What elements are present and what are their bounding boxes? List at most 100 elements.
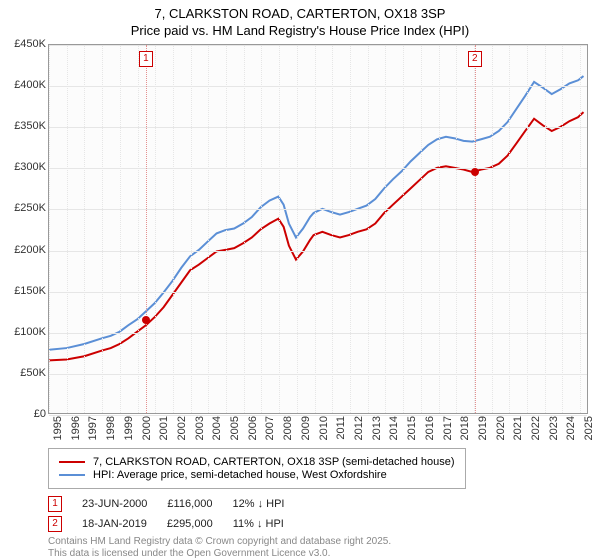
- sale-price: £116,000: [167, 498, 212, 510]
- gridline-v: [244, 45, 245, 413]
- sale-dot: [142, 316, 150, 324]
- gridline-v: [67, 45, 68, 413]
- x-tick-label: 2016: [424, 416, 436, 440]
- gridline-v: [580, 45, 581, 413]
- sale-vs-hpi: 11% ↓ HPI: [233, 518, 284, 530]
- x-tick-label: 2020: [495, 416, 507, 440]
- legend: 7, CLARKSTON ROAD, CARTERTON, OX18 3SP (…: [48, 448, 466, 489]
- x-tick-label: 1998: [105, 416, 117, 440]
- y-tick-label: £400K: [2, 79, 46, 91]
- x-tick-label: 2005: [229, 416, 241, 440]
- y-tick-label: £150K: [2, 285, 46, 297]
- gridline-v: [84, 45, 85, 413]
- sale-row: 1 23-JUN-2000 £116,000 12% ↓ HPI: [48, 496, 284, 512]
- x-tick-label: 2012: [353, 416, 365, 440]
- sale-marker-box: 1: [139, 51, 153, 67]
- x-tick-label: 2025: [583, 416, 595, 440]
- x-tick-label: 2018: [459, 416, 471, 440]
- series-hpi: [49, 76, 583, 350]
- gridline-h: [49, 292, 587, 293]
- y-tick-label: £50K: [2, 367, 46, 379]
- gridline-v: [545, 45, 546, 413]
- x-tick-label: 2002: [176, 416, 188, 440]
- footnote: Contains HM Land Registry data © Crown c…: [48, 536, 391, 547]
- gridline-v: [368, 45, 369, 413]
- chart-title-line2: Price paid vs. HM Land Registry's House …: [0, 23, 600, 38]
- gridline-v: [261, 45, 262, 413]
- x-tick-label: 2009: [300, 416, 312, 440]
- x-tick-label: 2001: [158, 416, 170, 440]
- legend-swatch: [59, 474, 85, 476]
- y-tick-label: £100K: [2, 326, 46, 338]
- x-tick-label: 2015: [406, 416, 418, 440]
- gridline-v: [173, 45, 174, 413]
- gridline-v: [208, 45, 209, 413]
- sale-marker-icon: 2: [48, 516, 62, 532]
- x-tick-label: 2017: [442, 416, 454, 440]
- gridline-v: [102, 45, 103, 413]
- gridline-h: [49, 45, 587, 46]
- gridline-v: [421, 45, 422, 413]
- gridline-h: [49, 168, 587, 169]
- gridline-v: [120, 45, 121, 413]
- legend-swatch: [59, 461, 85, 463]
- sale-date: 18-JAN-2019: [82, 518, 147, 530]
- x-tick-label: 2011: [335, 416, 347, 440]
- x-tick-label: 2007: [264, 416, 276, 440]
- y-tick-label: £0: [2, 408, 46, 420]
- x-tick-label: 1999: [123, 416, 135, 440]
- x-tick-label: 2013: [371, 416, 383, 440]
- x-tick-label: 2024: [565, 416, 577, 440]
- x-tick-label: 2004: [211, 416, 223, 440]
- gridline-v: [279, 45, 280, 413]
- chart-lines: [49, 45, 587, 414]
- footnote: This data is licensed under the Open Gov…: [48, 548, 330, 559]
- plot-area: 12: [48, 44, 588, 414]
- gridline-h: [49, 86, 587, 87]
- gridline-v: [49, 45, 50, 413]
- gridline-h: [49, 209, 587, 210]
- x-tick-label: 2014: [388, 416, 400, 440]
- x-tick-label: 2010: [318, 416, 330, 440]
- gridline-h: [49, 333, 587, 334]
- gridline-v: [403, 45, 404, 413]
- x-tick-label: 2021: [512, 416, 524, 440]
- legend-row: 7, CLARKSTON ROAD, CARTERTON, OX18 3SP (…: [59, 456, 455, 468]
- gridline-v: [439, 45, 440, 413]
- gridline-v: [527, 45, 528, 413]
- gridline-v: [492, 45, 493, 413]
- gridline-v: [509, 45, 510, 413]
- gridline-v: [297, 45, 298, 413]
- y-tick-label: £200K: [2, 244, 46, 256]
- legend-label: HPI: Average price, semi-detached house,…: [93, 469, 387, 481]
- x-tick-label: 2008: [282, 416, 294, 440]
- series-price_paid: [49, 112, 583, 360]
- sale-date: 23-JUN-2000: [82, 498, 147, 510]
- y-tick-label: £450K: [2, 38, 46, 50]
- gridline-v: [315, 45, 316, 413]
- gridline-v: [191, 45, 192, 413]
- sale-guide-line: [475, 45, 476, 413]
- x-tick-label: 2022: [530, 416, 542, 440]
- y-tick-label: £300K: [2, 161, 46, 173]
- sale-guide-line: [146, 45, 147, 413]
- gridline-h: [49, 127, 587, 128]
- sale-vs-hpi: 12% ↓ HPI: [233, 498, 285, 510]
- gridline-v: [562, 45, 563, 413]
- gridline-v: [155, 45, 156, 413]
- sale-marker-icon: 1: [48, 496, 62, 512]
- x-tick-label: 2000: [141, 416, 153, 440]
- chart-title-line1: 7, CLARKSTON ROAD, CARTERTON, OX18 3SP: [0, 6, 600, 21]
- x-tick-label: 1997: [87, 416, 99, 440]
- sale-row: 2 18-JAN-2019 £295,000 11% ↓ HPI: [48, 516, 284, 532]
- gridline-h: [49, 374, 587, 375]
- gridline-h: [49, 251, 587, 252]
- gridline-v: [138, 45, 139, 413]
- y-tick-label: £250K: [2, 202, 46, 214]
- x-tick-label: 2003: [194, 416, 206, 440]
- gridline-v: [456, 45, 457, 413]
- sale-marker-box: 2: [468, 51, 482, 67]
- legend-row: HPI: Average price, semi-detached house,…: [59, 469, 455, 481]
- gridline-v: [226, 45, 227, 413]
- sale-price: £295,000: [167, 518, 213, 530]
